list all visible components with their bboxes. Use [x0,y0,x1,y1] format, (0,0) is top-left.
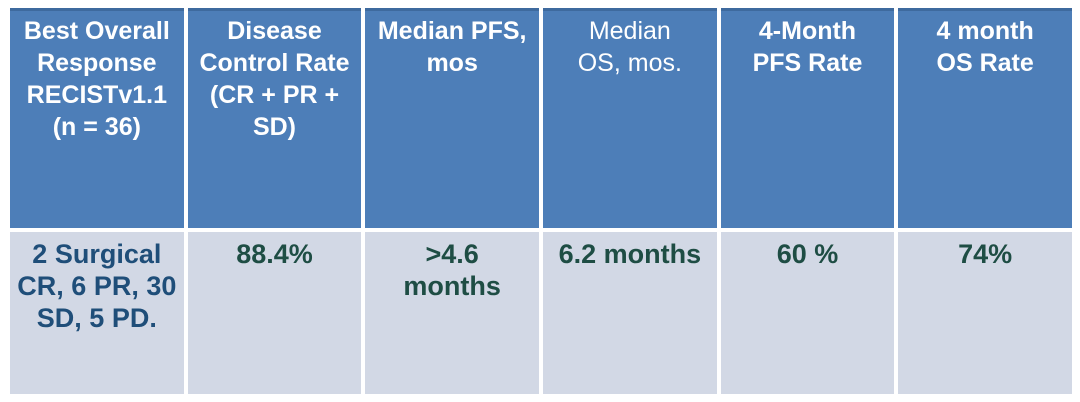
header-best-overall-response: Best Overall Response RECISTv1.1 (n = 36… [10,8,184,228]
header-4-month-os-rate: 4 month OS Rate [898,8,1072,228]
header-median-pfs: Median PFS, mos [365,8,539,228]
cell-best-overall-response-value: 2 Surgical CR, 6 PR, 30 SD, 5 PD. [10,232,184,394]
header-disease-control-rate: Disease Control Rate (CR + PR + SD) [187,8,362,228]
results-table: Best Overall Response RECISTv1.1 (n = 36… [10,8,1072,394]
cell-median-os-value: 6.2 months [543,232,717,394]
cell-median-pfs-value: >4.6 months [365,232,539,394]
cell-4-month-os-rate-value: 74% [898,232,1072,394]
header-median-os: Median OS, mos. [543,8,717,228]
cell-4-month-pfs-rate-value: 60 % [720,232,895,394]
header-4-month-pfs-rate: 4-Month PFS Rate [720,8,895,228]
cell-disease-control-rate-value: 88.4% [187,232,362,394]
